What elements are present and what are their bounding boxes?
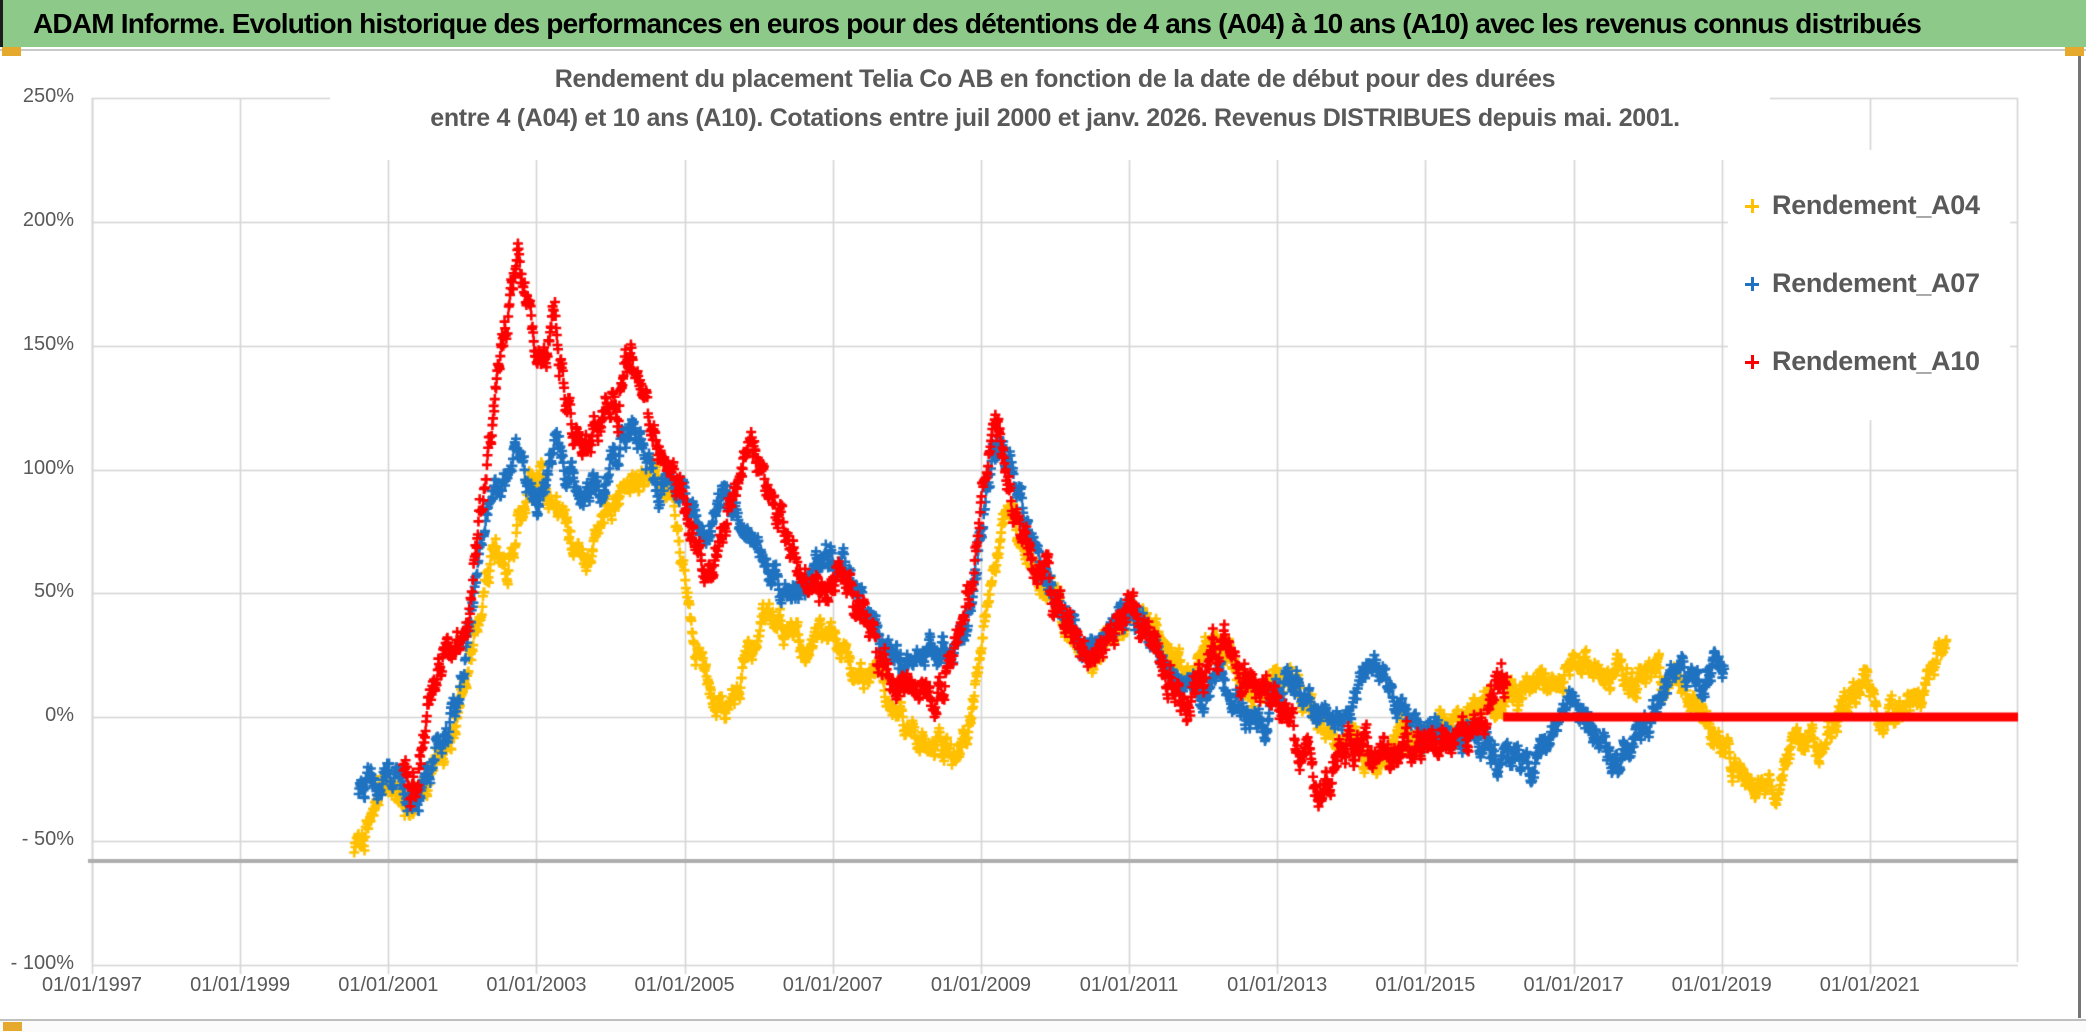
- x-tick-label: 01/01/2015: [1375, 974, 1476, 996]
- plus-marker-icon: [1744, 354, 1760, 370]
- x-tick-label: 01/01/2017: [1523, 974, 1624, 996]
- x-tick-label: 01/01/2003: [486, 974, 587, 996]
- x-tick-label: 01/01/2011: [1079, 974, 1179, 996]
- y-tick-label: 0%: [45, 704, 74, 726]
- x-tick-label: 01/01/2005: [634, 974, 735, 996]
- y-tick-label: 250%: [22, 85, 74, 108]
- x-tick-label: 01/01/1997: [41, 974, 143, 996]
- x-tick-label: 01/01/1999: [190, 974, 291, 996]
- x-tick-label: 01/01/2013: [1227, 974, 1328, 996]
- legend-item-label: Rendement_A07: [1772, 268, 1980, 298]
- plus-marker-icon: [1744, 276, 1760, 292]
- plus-marker-icon: [1744, 198, 1760, 214]
- y-tick-label: 100%: [22, 456, 74, 479]
- right-edge-border: [2078, 56, 2081, 1018]
- x-tick-label: 01/01/2001: [338, 974, 439, 996]
- legend-item-label: Rendement_A04: [1772, 190, 1980, 220]
- legend-item-a04[interactable]: Rendement_A04: [1744, 190, 1980, 221]
- chart-title-line2: entre 4 (A04) et 10 ans (A10). Cotations…: [430, 104, 1680, 132]
- chart-title: Rendement du placement Telia Co AB en fo…: [92, 60, 2018, 138]
- y-tick-label: 50%: [33, 580, 74, 603]
- legend-item-label: Rendement_A10: [1772, 346, 1980, 376]
- x-tick-label: 01/01/2019: [1671, 974, 1772, 996]
- y-tick-label: 200%: [22, 209, 74, 231]
- y-tick-label: 150%: [22, 332, 74, 355]
- legend-item-a10[interactable]: Rendement_A10: [1744, 346, 1980, 377]
- x-tick-label: 01/01/2021: [1819, 974, 1920, 996]
- y-tick-label: - 100%: [10, 951, 74, 974]
- bottom-bar: [0, 1019, 2086, 1032]
- accent-marker-bottom-left: [3, 1022, 22, 1031]
- x-tick-label: 01/01/2007: [782, 974, 883, 996]
- legend-item-a07[interactable]: Rendement_A07: [1744, 268, 1980, 299]
- chart-title-line1: Rendement du placement Telia Co AB en fo…: [554, 65, 1556, 93]
- chart-legend: Rendement_A04 Rendement_A07 Rendement_A1…: [1728, 150, 2010, 420]
- y-tick-label: - 50%: [21, 827, 74, 850]
- x-tick-label: 01/01/2009: [930, 974, 1031, 996]
